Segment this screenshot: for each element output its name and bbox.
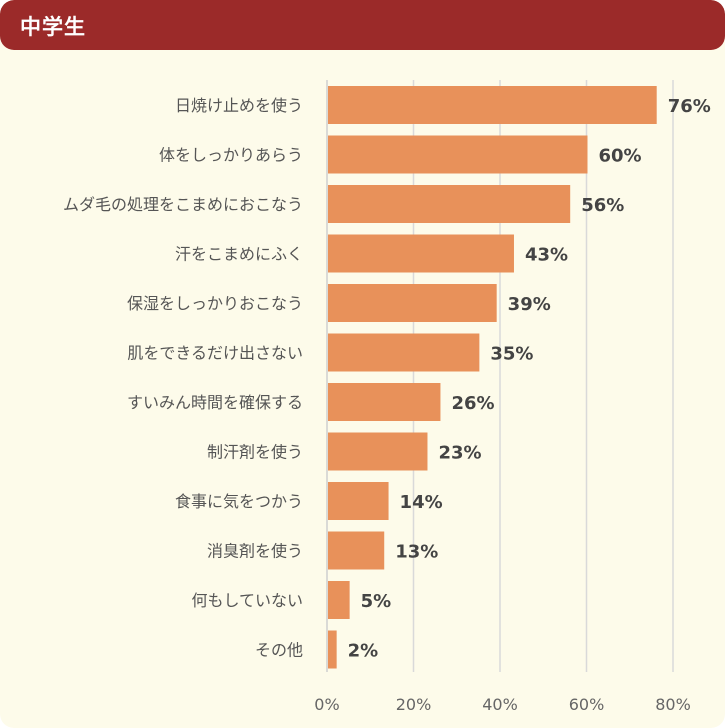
category-label: 肌をできるだけ出さない bbox=[127, 344, 303, 363]
chart-title: 中学生 bbox=[20, 15, 86, 39]
bar bbox=[328, 86, 657, 124]
data-label: 26% bbox=[451, 393, 494, 414]
bar bbox=[328, 432, 428, 471]
data-label: 56% bbox=[581, 195, 624, 216]
data-label: 39% bbox=[508, 294, 551, 315]
bar bbox=[328, 581, 350, 619]
data-label: 43% bbox=[525, 245, 568, 266]
category-label: その他 bbox=[255, 641, 303, 660]
data-label: 76% bbox=[668, 96, 711, 117]
x-tick-label: 60% bbox=[569, 695, 605, 714]
bar bbox=[328, 630, 337, 669]
bar bbox=[328, 135, 588, 174]
data-label: 5% bbox=[361, 591, 392, 612]
data-label: 14% bbox=[400, 492, 443, 513]
bar bbox=[328, 185, 571, 223]
bar bbox=[328, 482, 389, 520]
category-label: 消臭剤を使う bbox=[207, 542, 303, 561]
x-tick-label: 0% bbox=[314, 695, 339, 714]
x-tick-label: 20% bbox=[396, 695, 432, 714]
data-label: 23% bbox=[438, 443, 481, 464]
category-label: 制汗剤を使う bbox=[207, 443, 303, 462]
category-label: 日焼け止めを使う bbox=[175, 96, 303, 115]
bar bbox=[328, 531, 385, 570]
category-label: 保湿をしっかりおこなう bbox=[127, 294, 303, 313]
x-tick-label: 80% bbox=[655, 695, 691, 714]
header-bar: 中学生 bbox=[0, 0, 725, 50]
category-label: すいみん時間を確保する bbox=[127, 393, 303, 412]
bar bbox=[328, 383, 441, 421]
data-label: 60% bbox=[599, 146, 642, 167]
data-label: 35% bbox=[490, 344, 533, 365]
category-label: 何もしていない bbox=[191, 591, 303, 610]
bar bbox=[328, 333, 480, 372]
x-tick-label: 40% bbox=[482, 695, 518, 714]
category-label: ムダ毛の処理をこまめにおこなう bbox=[63, 195, 303, 214]
data-label: 13% bbox=[395, 542, 438, 563]
bar bbox=[328, 234, 514, 273]
data-label: 2% bbox=[348, 641, 379, 662]
bar bbox=[328, 284, 497, 322]
category-label: 汗をこまめにふく bbox=[175, 245, 303, 264]
category-label: 体をしっかりあらう bbox=[159, 146, 303, 165]
category-label: 食事に気をつかう bbox=[175, 492, 303, 511]
